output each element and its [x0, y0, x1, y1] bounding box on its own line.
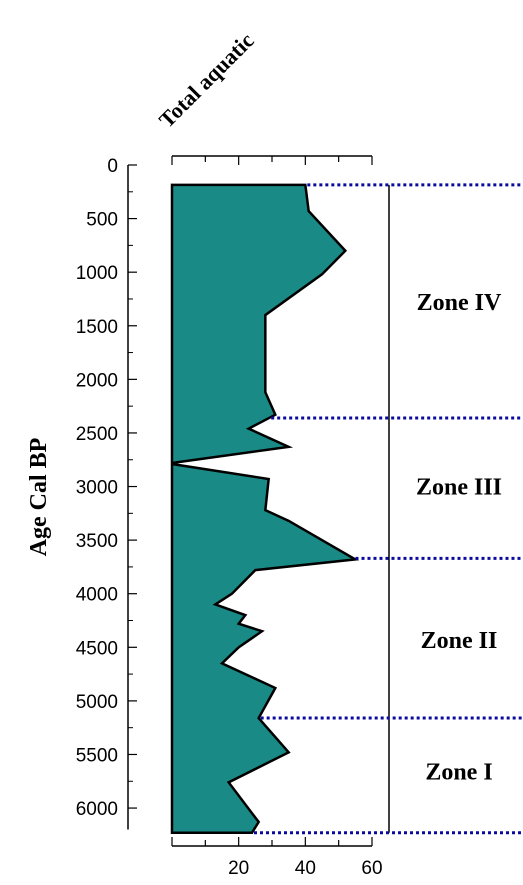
x-tick-label: 60: [361, 858, 382, 879]
x-tick-label: 20: [228, 858, 249, 879]
zone-label: Zone I: [425, 760, 492, 786]
top-axis: [171, 155, 373, 165]
y-tick-label: 2500: [76, 424, 118, 445]
y-axis: 0 500 1000 1500 2000 2500 3000 3500 4000 4500 5000…: [76, 156, 137, 830]
y-tick-label: 2000: [76, 370, 118, 391]
y-axis-label: Age Cal BP: [26, 438, 52, 557]
y-tick-label: 6000: [76, 799, 118, 820]
y-tick-label: 5000: [76, 692, 118, 713]
total-aquatic-area: [170, 183, 360, 834]
x-tick-label: 40: [295, 858, 316, 879]
zone-label: Zone IV: [417, 290, 502, 316]
y-tick-label: 4000: [76, 585, 118, 606]
y-tick-label: 500: [86, 210, 118, 231]
y-tick-label: 1500: [76, 317, 118, 338]
zone-boundary-lines: [254, 183, 523, 835]
bottom-axis: 20 40 60: [171, 837, 383, 879]
y-tick-label: 4500: [76, 638, 118, 659]
y-tick-label: 3000: [76, 478, 118, 499]
y-tick-label: 1000: [76, 263, 118, 284]
zone-label: Zone II: [421, 628, 498, 654]
zone-label: Zone III: [416, 475, 502, 501]
chart-title: Total aquatic: [154, 28, 259, 133]
y-tick-label: 3500: [76, 531, 118, 552]
zone-labels: Zone IV Zone III Zone II Zone I: [416, 290, 502, 785]
y-tick-label: 5500: [76, 745, 118, 766]
y-tick-label: 0: [107, 156, 118, 177]
